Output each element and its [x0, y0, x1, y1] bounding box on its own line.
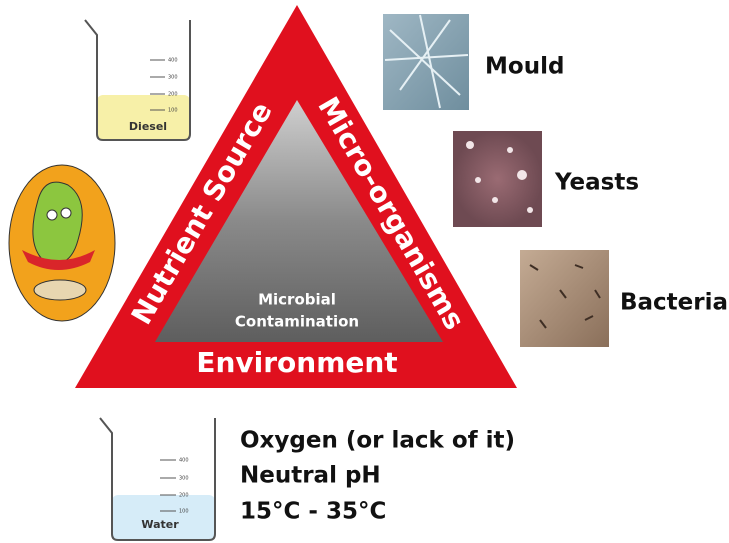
- diesel-liquid: [97, 95, 190, 140]
- scale-label: 200: [179, 493, 189, 499]
- side-label: Environment: [196, 346, 397, 379]
- mould-photo: [383, 14, 469, 110]
- scale-label: 100: [168, 108, 178, 114]
- bacteria-photo: [520, 250, 609, 347]
- scale-label: 400: [179, 458, 189, 464]
- center-label: Contamination: [235, 313, 359, 331]
- condition: 15°C - 35°C: [240, 499, 386, 525]
- organism-label: Yeasts: [554, 170, 639, 196]
- scale-label: 200: [168, 92, 178, 98]
- page: Nutrient Source Micro-organisms Environm…: [0, 0, 729, 543]
- microbe-mascot: [9, 165, 115, 321]
- center-label: Microbial: [258, 291, 336, 309]
- scale-label: 300: [179, 476, 189, 482]
- condition: Neutral pH: [240, 463, 381, 489]
- water-beaker: 400 300 200 100 Water: [100, 418, 215, 540]
- scale-label: 400: [168, 58, 178, 64]
- organism-label: Mould: [485, 54, 564, 80]
- scale-label: 100: [179, 509, 189, 515]
- beaker-label: Diesel: [129, 120, 167, 133]
- scale-label: 300: [168, 75, 178, 81]
- condition: Oxygen (or lack of it): [240, 428, 515, 454]
- diesel-beaker: 400 300 200 100 Diesel: [85, 20, 190, 140]
- organism-label: Bacteria: [620, 290, 728, 316]
- mascot-bowl: [34, 280, 86, 300]
- beaker-label: Water: [141, 518, 179, 531]
- diagram: Nutrient Source Micro-organisms Environm…: [0, 0, 729, 543]
